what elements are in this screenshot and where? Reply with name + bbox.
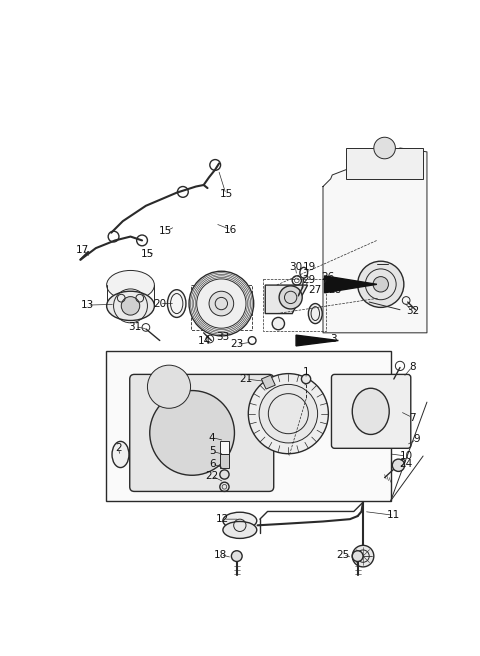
Text: 30: 30: [288, 262, 302, 272]
Text: 23: 23: [230, 339, 243, 350]
Text: 20: 20: [153, 298, 167, 308]
Bar: [220, 455, 229, 468]
Text: 19: 19: [302, 262, 316, 272]
Circle shape: [279, 286, 302, 309]
Text: 9: 9: [414, 434, 420, 444]
Text: 22: 22: [205, 471, 219, 481]
Circle shape: [189, 271, 254, 336]
Circle shape: [220, 470, 229, 479]
Text: 2: 2: [115, 443, 121, 453]
Circle shape: [150, 390, 234, 475]
Text: 32: 32: [406, 306, 419, 316]
Text: 28: 28: [329, 285, 342, 295]
Circle shape: [248, 374, 328, 454]
Ellipse shape: [352, 388, 389, 434]
Text: 1: 1: [303, 367, 310, 377]
Text: 14: 14: [198, 335, 211, 346]
Ellipse shape: [107, 270, 155, 300]
Circle shape: [352, 551, 363, 562]
Text: 17: 17: [76, 245, 89, 255]
Circle shape: [358, 261, 404, 308]
Text: 31: 31: [129, 321, 142, 332]
Text: 5: 5: [209, 446, 216, 457]
Text: 12: 12: [216, 514, 229, 524]
Circle shape: [272, 318, 285, 330]
Ellipse shape: [168, 290, 186, 318]
Text: 16: 16: [224, 224, 237, 235]
Text: 24: 24: [399, 459, 413, 469]
Bar: [220, 441, 229, 455]
Text: 7: 7: [409, 413, 416, 422]
Text: 27: 27: [309, 285, 322, 295]
Ellipse shape: [223, 522, 257, 539]
Circle shape: [209, 291, 234, 316]
Text: 8: 8: [409, 361, 416, 372]
Ellipse shape: [107, 291, 155, 321]
Bar: [106, 352, 391, 501]
Ellipse shape: [308, 304, 322, 323]
Polygon shape: [262, 375, 275, 389]
Circle shape: [259, 384, 318, 443]
Polygon shape: [323, 148, 427, 333]
Text: 29: 29: [302, 276, 316, 285]
Ellipse shape: [112, 441, 129, 468]
Bar: [191, 285, 252, 330]
Text: 4: 4: [209, 432, 216, 443]
Text: 21: 21: [240, 374, 252, 384]
Polygon shape: [296, 335, 338, 346]
Circle shape: [175, 416, 209, 450]
FancyBboxPatch shape: [130, 375, 274, 491]
Circle shape: [301, 375, 311, 384]
Bar: [346, 148, 423, 179]
Polygon shape: [265, 285, 308, 314]
Circle shape: [352, 545, 374, 567]
Circle shape: [147, 365, 191, 408]
Circle shape: [121, 297, 140, 315]
Bar: [263, 279, 326, 331]
Text: 18: 18: [214, 550, 227, 560]
Circle shape: [373, 277, 388, 292]
Circle shape: [374, 137, 396, 159]
Ellipse shape: [223, 512, 257, 529]
Text: 15: 15: [219, 189, 233, 199]
FancyBboxPatch shape: [332, 375, 411, 448]
Text: 33: 33: [216, 333, 229, 342]
Text: 10: 10: [399, 451, 413, 461]
Text: 15: 15: [141, 249, 154, 259]
Text: 15: 15: [159, 226, 172, 236]
Circle shape: [392, 459, 405, 472]
Polygon shape: [324, 276, 377, 293]
Text: 26: 26: [321, 272, 334, 282]
Circle shape: [231, 551, 242, 562]
Text: 25: 25: [336, 550, 349, 560]
Text: 13: 13: [81, 300, 94, 310]
Text: 11: 11: [387, 510, 400, 520]
Ellipse shape: [359, 395, 383, 428]
Text: 6: 6: [209, 459, 216, 469]
Text: 3: 3: [330, 334, 336, 344]
